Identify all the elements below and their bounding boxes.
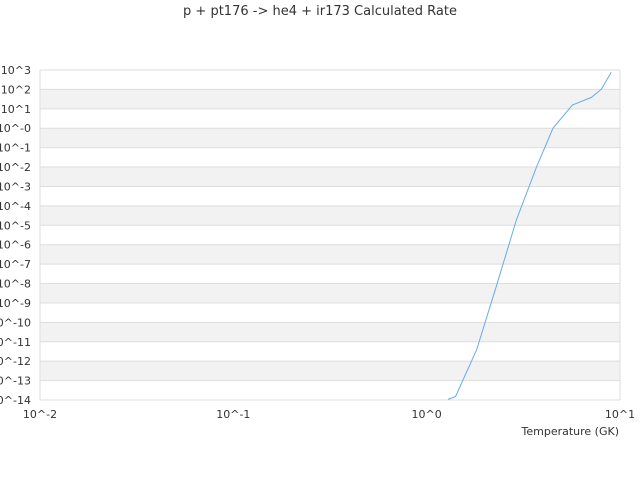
y-tick-label: 10^-4 <box>0 200 31 213</box>
y-tick-label: 10^-13 <box>0 375 31 388</box>
grid-band <box>40 283 620 303</box>
y-tick-label: 10^-9 <box>0 297 31 310</box>
grid-band <box>40 167 620 187</box>
y-tick-label: 10^-1 <box>0 142 31 155</box>
y-tick-label: 10^2 <box>1 83 31 96</box>
y-tick-label: 10^-7 <box>0 258 31 271</box>
x-tick-label: 10^1 <box>605 408 635 421</box>
y-tick-label: 10^-8 <box>0 278 31 291</box>
y-tick-label: 10^-10 <box>0 316 31 329</box>
y-tick-label: 10^1 <box>1 103 31 116</box>
y-tick-label: 10^-3 <box>0 180 31 193</box>
y-tick-label: 10^-2 <box>0 161 31 174</box>
x-tick-label: 10^-1 <box>216 408 250 421</box>
grid-band <box>40 361 620 381</box>
y-tick-label: 10^-6 <box>0 239 31 252</box>
series-line <box>447 72 612 400</box>
y-tick-label: 10^-5 <box>0 219 31 232</box>
y-tick-label: 10^-0 <box>0 122 31 135</box>
y-tick-label: 10^-12 <box>0 355 31 368</box>
x-axis-label: Temperature (GK) <box>521 425 620 438</box>
chart-title: p + pt176 -> he4 + ir173 Calculated Rate <box>183 4 457 19</box>
y-tick-label: 10^-11 <box>0 336 31 349</box>
grid-band <box>40 128 620 148</box>
grid-band <box>40 244 620 265</box>
grid-band <box>40 205 620 226</box>
x-tick-label: 10^0 <box>412 408 442 421</box>
grid-band <box>40 322 620 342</box>
x-tick-label: 10^-2 <box>23 408 57 421</box>
grid-band <box>40 89 620 109</box>
y-tick-label: 10^-14 <box>0 394 31 407</box>
y-tick-label: 10^3 <box>1 64 31 77</box>
